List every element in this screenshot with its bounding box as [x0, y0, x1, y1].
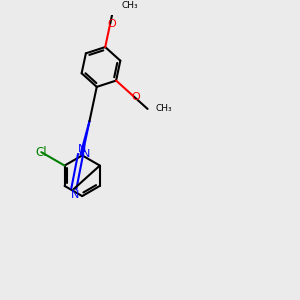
Text: N: N: [81, 149, 90, 159]
Text: CH₃: CH₃: [122, 1, 139, 10]
Text: O: O: [131, 92, 140, 102]
Text: O: O: [107, 19, 116, 28]
Text: Cl: Cl: [35, 146, 47, 159]
Text: N: N: [78, 144, 86, 154]
Text: CH₃: CH₃: [155, 104, 172, 113]
Text: N: N: [71, 190, 80, 200]
